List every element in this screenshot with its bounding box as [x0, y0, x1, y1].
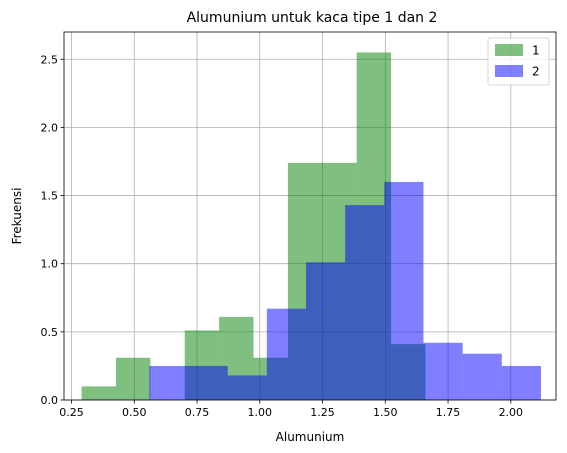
bar-series-2-bin-9	[501, 365, 541, 400]
bar-series-2-bin-0	[149, 365, 189, 400]
x-axis-label: Alumunium	[276, 430, 345, 444]
x-tick-label-3: 1.00	[248, 406, 273, 419]
x-tick-label-4: 1.25	[310, 406, 335, 419]
bar-series-2-bin-1	[188, 365, 228, 400]
plot-frame	[63, 31, 557, 401]
bar-series-2-bin-3	[266, 308, 306, 400]
legend-swatch-series-2	[495, 65, 523, 77]
x-tick-label-7: 2.00	[499, 406, 524, 419]
x-tick-label-6: 1.75	[436, 406, 461, 419]
y-tick-label-3: 1.5	[41, 190, 59, 203]
y-tick-label-2: 1.0	[41, 258, 59, 271]
legend-label-series-1: 1	[532, 44, 540, 58]
bar-series-2-bin-4	[305, 262, 346, 400]
histogram-bars	[81, 52, 541, 400]
legend-label-series-2: 2	[532, 65, 540, 79]
x-tick-label-2: 0.75	[185, 406, 210, 419]
bar-series-1-bin-1	[115, 357, 151, 400]
x-tick-label-1: 0.50	[122, 406, 147, 419]
bar-series-2-bin-5	[345, 205, 385, 400]
chart-title: Alumunium untuk kaca tipe 1 dan 2	[187, 10, 438, 26]
y-tick-label-1: 0.5	[41, 326, 59, 339]
bar-series-1-bin-0	[81, 386, 116, 400]
x-tick-label-0: 0.25	[59, 406, 84, 419]
bar-series-2-bin-7	[423, 342, 463, 400]
y-tick-label-0: 0.0	[41, 394, 59, 407]
legend: 1 2	[487, 37, 550, 86]
x-axis-ticks: 0.25 0.50 0.75 1.00 1.25 1.50 1.75 2.00	[59, 400, 523, 419]
bar-series-2-bin-8	[462, 353, 502, 400]
legend-swatch-series-1	[495, 44, 523, 56]
x-tick-label-5: 1.50	[373, 406, 398, 419]
bar-series-2-bin-6	[384, 181, 424, 400]
bar-series-2-bin-2	[227, 375, 267, 400]
y-axis-label: Frekuensi	[10, 188, 24, 245]
y-axis-ticks: 0.0 0.5 1.0 1.5 2.0 2.5	[41, 53, 64, 407]
y-tick-label-4: 2.0	[41, 121, 59, 134]
y-tick-label-5: 2.5	[41, 53, 59, 66]
